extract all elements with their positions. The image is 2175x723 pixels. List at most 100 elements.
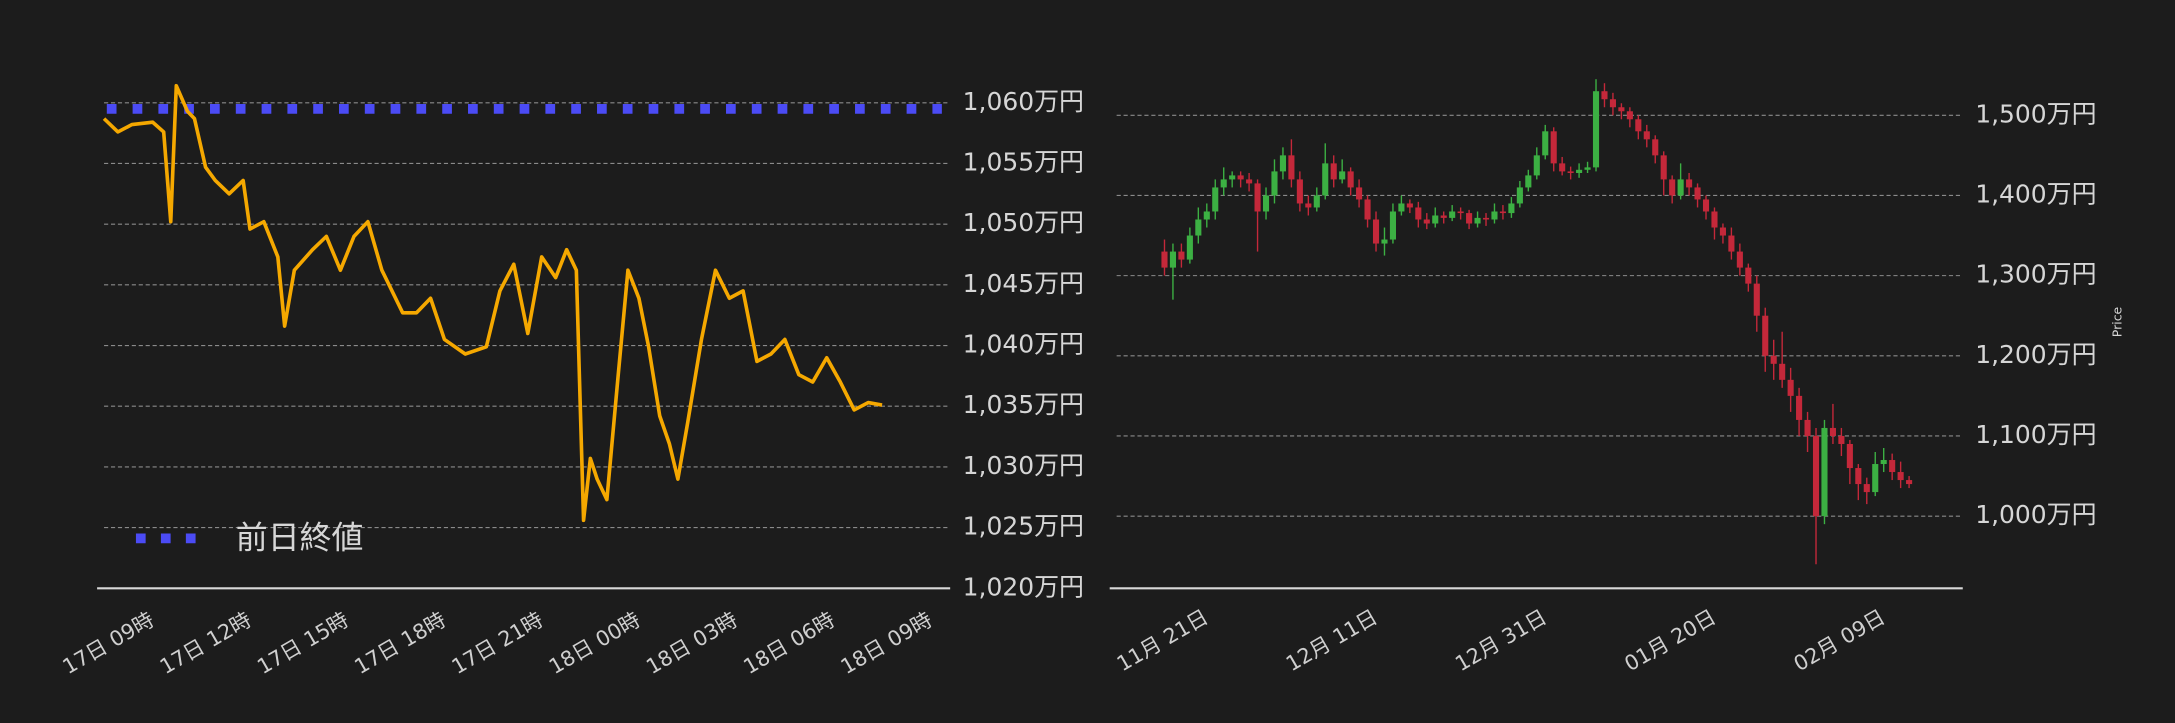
candle-body xyxy=(1880,460,1887,465)
candle-body xyxy=(1677,179,1684,196)
y-tick-label: 1,000万円 xyxy=(1975,500,2096,529)
candle-body xyxy=(1652,139,1659,156)
x-tick-label: 12月 11日 xyxy=(1282,605,1382,676)
x-tick-label: 02月 09日 xyxy=(1790,605,1890,676)
candle-body xyxy=(1702,199,1710,212)
candle-body xyxy=(1643,131,1650,140)
x-tick-label: 17日 15時 xyxy=(253,607,353,678)
candle-body xyxy=(1161,251,1168,268)
candle-body xyxy=(1271,171,1278,196)
x-tick-label: 17日 18時 xyxy=(350,607,450,678)
candle-body xyxy=(1499,211,1506,214)
candle-body xyxy=(1609,99,1616,108)
candle-body xyxy=(1846,443,1853,469)
candle-body xyxy=(1423,219,1430,224)
candle-body xyxy=(1601,91,1608,100)
x-tick-label: 17日 21時 xyxy=(448,607,548,678)
candle-body xyxy=(1686,179,1693,188)
candle-body xyxy=(1533,155,1540,176)
x-tick-label: 17日 09時 xyxy=(59,607,159,678)
candle-body xyxy=(1322,163,1329,196)
y-tick-label: 1,100万円 xyxy=(1975,420,2096,449)
y-tick-label: 1,020万円 xyxy=(963,572,1084,601)
x-tick-label: 01月 20日 xyxy=(1620,605,1720,676)
candle-body xyxy=(1872,464,1879,493)
candle-body xyxy=(1195,219,1202,236)
candle-body xyxy=(1482,217,1490,220)
candle-body xyxy=(1897,472,1904,481)
candle-body xyxy=(1356,187,1363,200)
candle-body xyxy=(1855,468,1862,485)
candle-body xyxy=(1525,175,1532,188)
candle-body xyxy=(1584,167,1591,170)
candle-body xyxy=(1711,211,1718,228)
candle-body xyxy=(1389,211,1396,240)
y-tick-label: 1,500万円 xyxy=(1975,99,2096,128)
candle-body xyxy=(1313,195,1320,208)
y-tick-label: 1,025万円 xyxy=(963,512,1084,541)
y-tick-label: 1,050万円 xyxy=(963,208,1084,237)
candle-body xyxy=(1254,183,1261,212)
candle-body xyxy=(1466,213,1473,224)
candle-body xyxy=(1728,235,1735,252)
candle-body xyxy=(1212,187,1219,212)
candle-body xyxy=(1178,251,1185,260)
candle-body xyxy=(1364,199,1371,220)
candle-body xyxy=(1787,379,1794,396)
candle-body xyxy=(1381,239,1388,244)
candle-body xyxy=(1372,219,1380,244)
candle-body xyxy=(1449,211,1456,218)
candle-body xyxy=(1262,195,1270,212)
candle-body xyxy=(1745,267,1752,284)
candle-body xyxy=(1406,203,1413,208)
candle-body xyxy=(1347,171,1354,188)
candle-body xyxy=(1635,119,1642,132)
candle-body xyxy=(1169,251,1176,268)
candle-body xyxy=(1203,211,1210,220)
candle-body xyxy=(1796,395,1803,420)
x-tick-label: 18日 06時 xyxy=(739,607,839,678)
candle-body xyxy=(1669,179,1676,196)
candle-body xyxy=(1457,211,1464,214)
candle-body xyxy=(1229,175,1236,180)
y-tick-label: 1,400万円 xyxy=(1975,179,2096,208)
candle-body xyxy=(1770,355,1777,364)
legend-label: 前日終値 xyxy=(236,519,364,557)
candle-body xyxy=(1288,155,1295,180)
candle-body xyxy=(1508,203,1515,214)
candle-body xyxy=(1516,187,1523,204)
candle-body xyxy=(1779,363,1786,380)
x-tick-label: 17日 12時 xyxy=(156,607,256,678)
candle-body xyxy=(1279,155,1286,172)
candle-body xyxy=(1889,460,1896,473)
x-tick-label: 12月 31日 xyxy=(1451,605,1551,676)
candle-body xyxy=(1432,215,1439,224)
candle-body xyxy=(1550,131,1557,164)
candle-body xyxy=(1812,435,1820,517)
candle-body xyxy=(1863,484,1870,493)
y-tick-label: 1,045万円 xyxy=(963,269,1084,298)
candle-body xyxy=(1296,179,1303,204)
x-tick-label: 18日 03時 xyxy=(642,607,742,678)
candle-body xyxy=(1186,235,1193,260)
candle-body xyxy=(1626,111,1633,120)
y-axis-title: Price xyxy=(2110,307,2125,337)
candle-body xyxy=(1305,203,1312,208)
candle-body xyxy=(1829,427,1836,436)
candle-body xyxy=(1237,175,1244,180)
candle-body xyxy=(1804,419,1811,436)
y-tick-label: 1,055万円 xyxy=(963,147,1084,176)
candle-body xyxy=(1762,315,1769,356)
candle-body xyxy=(1821,427,1828,517)
y-tick-label: 1,200万円 xyxy=(1975,340,2096,369)
candle-body xyxy=(1567,171,1574,173)
candle-body xyxy=(1220,179,1227,188)
candle-body xyxy=(1339,171,1346,180)
price-line xyxy=(102,83,883,523)
candle-body xyxy=(1559,163,1566,172)
y-tick-label: 1,300万円 xyxy=(1975,260,2096,289)
x-tick-label: 18日 00時 xyxy=(545,607,645,678)
y-tick-label: 1,035万円 xyxy=(963,390,1084,419)
